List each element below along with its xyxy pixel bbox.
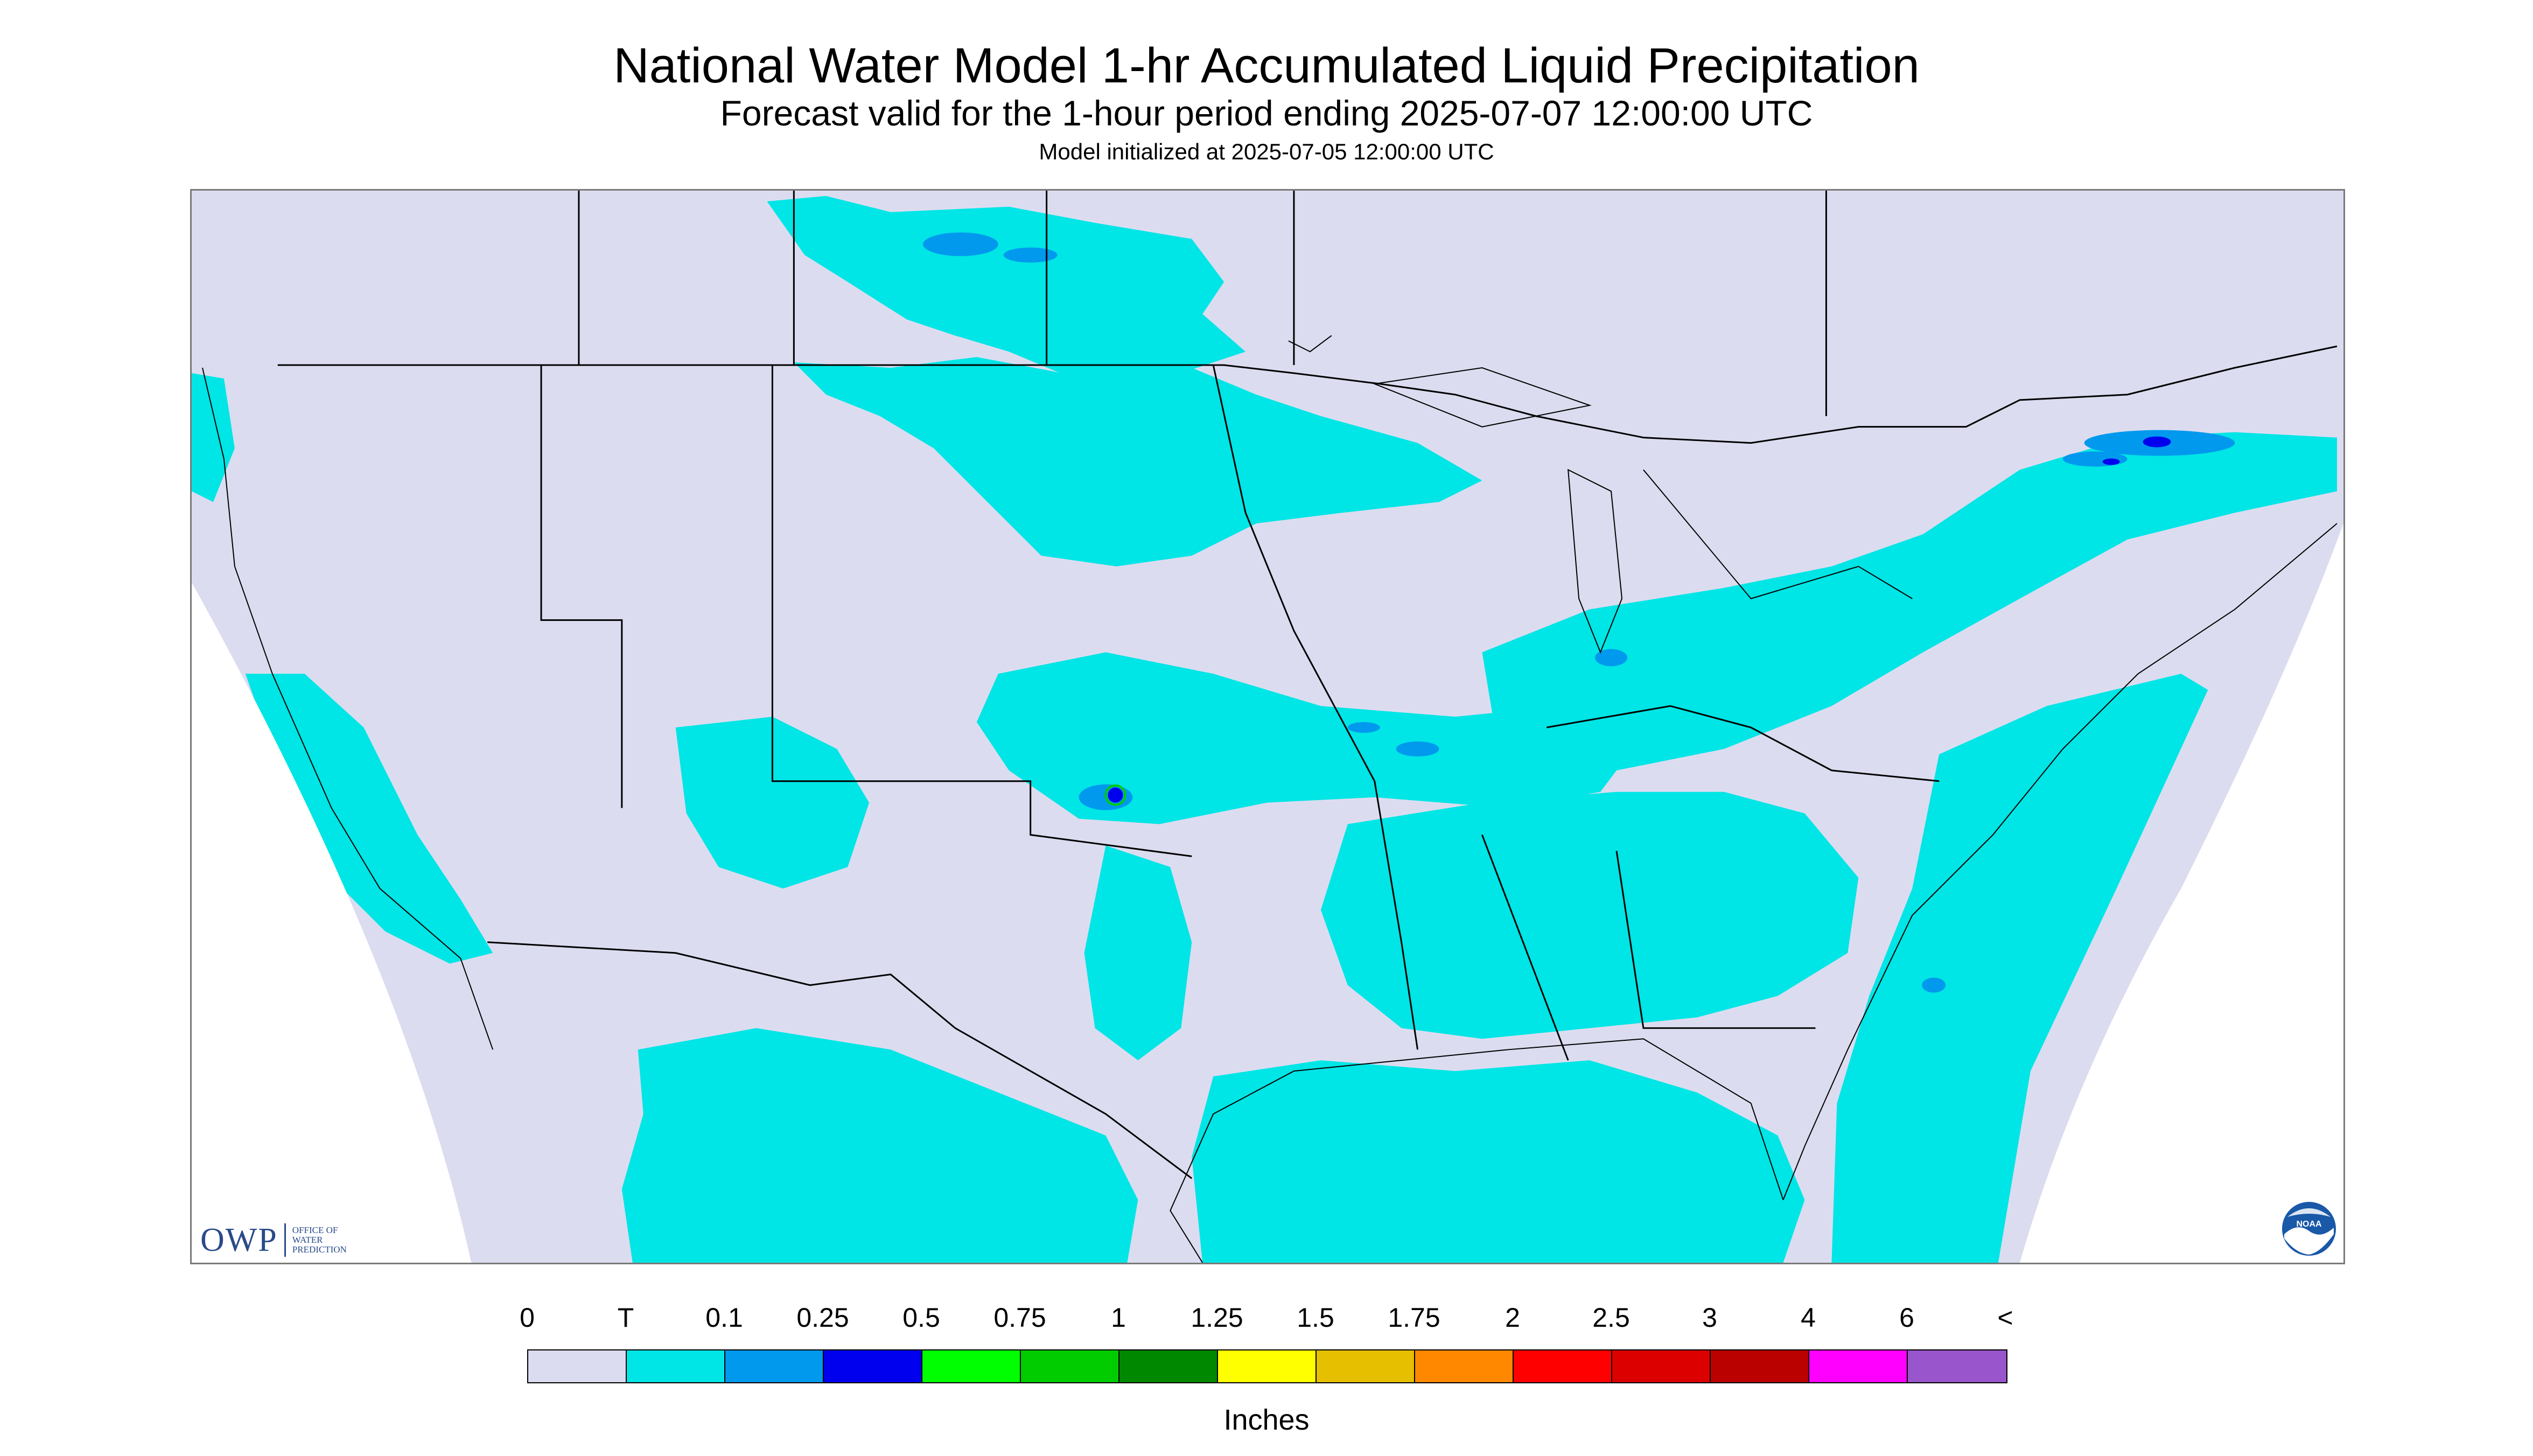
precip-spot-quebec-max <box>2143 436 2171 447</box>
state-border-rockies <box>540 365 623 808</box>
canada-provinces <box>578 191 1827 416</box>
pacific-coastline <box>201 367 494 1050</box>
precipitation-map <box>190 189 2345 1264</box>
legend-swatch <box>1514 1350 1612 1382</box>
precip-spot-quebec-max-2 <box>2102 458 2120 465</box>
precip-spot-quebec-2 <box>2062 451 2128 467</box>
model-init-line: Model initialized at 2025-07-05 12:00:00… <box>1039 139 1494 164</box>
forecast-valid-subtitle: Forecast valid for the 1-hour period end… <box>720 93 1813 133</box>
legend-swatch <box>725 1350 824 1382</box>
precip-area-southwest <box>675 717 870 889</box>
precip-spot-illinois <box>1396 741 1439 757</box>
map-title: National Water Model 1-hr Accumulated Li… <box>613 38 1920 93</box>
owp-logo-divider <box>284 1223 286 1257</box>
precip-area-california-coast <box>245 674 493 964</box>
map-canvas <box>192 191 2343 1263</box>
noaa-logo: NOAA <box>2282 1202 2336 1256</box>
legend-swatch <box>1119 1350 1218 1382</box>
legend-tick-label: 0 <box>520 1303 535 1333</box>
state-border-ohio <box>1546 705 1940 782</box>
legend-tick-label: 0.75 <box>993 1303 1046 1333</box>
precip-spot-indiana <box>1595 649 1627 667</box>
legend-tick-label: 4 <box>1801 1303 1816 1333</box>
hudson-bay-shore <box>1288 335 1332 353</box>
legend-units-label: Inches <box>1223 1404 1310 1436</box>
legend-swatch <box>1612 1350 1711 1382</box>
us-mexico-border <box>487 941 1193 1179</box>
legend-tick-label: 1.25 <box>1191 1303 1243 1333</box>
precip-area-canada-prairies <box>767 195 1246 384</box>
precip-max-marker <box>1104 784 1126 806</box>
legend-tick-label: 1.5 <box>1297 1303 1334 1333</box>
legend-tick-label: 2 <box>1505 1303 1520 1333</box>
trace-precip-layer <box>192 195 2338 1263</box>
lake-huron-erie <box>1643 469 1913 599</box>
legend-tick-label: 0.5 <box>902 1303 940 1333</box>
owp-logo: OWP OFFICE OF WATER PREDICTION <box>200 1221 357 1259</box>
legend-swatch <box>824 1350 922 1382</box>
precip-area-southern-plains <box>1084 845 1192 1061</box>
legend-swatch <box>1711 1350 1809 1382</box>
legend-swatch <box>627 1350 725 1382</box>
legend-tick-label: T <box>617 1303 634 1333</box>
legend-swatch <box>1415 1350 1514 1382</box>
precip-spot-oklahoma-max <box>1108 787 1123 803</box>
legend-tick-label: 1 <box>1111 1303 1126 1333</box>
legend-color-bar <box>527 1349 2007 1383</box>
legend-tick-label: 0.1 <box>705 1303 743 1333</box>
owp-logo-mark: OWP <box>200 1221 278 1258</box>
legend-tick-label: 1.75 <box>1388 1303 1440 1333</box>
legend-tick-label: 2.5 <box>1592 1303 1630 1333</box>
outside-domain-right <box>2019 523 2343 1263</box>
precip-area-southeast <box>1320 792 1859 1039</box>
noaa-logo-text: NOAA <box>2296 1220 2322 1229</box>
state-border-mississippi <box>1212 365 1419 1050</box>
coastlines <box>201 335 2338 1263</box>
precip-spot-atlantic <box>1922 977 1946 993</box>
precip-area-pacific-northwest <box>192 373 235 502</box>
moderate-precip-layer <box>1108 436 2171 803</box>
owp-logo-name: OFFICE OF WATER PREDICTION <box>292 1225 347 1255</box>
state-border-plains <box>771 365 1192 857</box>
legend-swatch <box>1809 1350 1908 1382</box>
precip-spot-missouri <box>1347 722 1380 733</box>
legend-tick-label: 0.25 <box>796 1303 849 1333</box>
precip-spot-manitoba-2 <box>1003 247 1058 263</box>
legend-swatch <box>1021 1350 1119 1382</box>
gulf-coastline <box>1170 1038 1784 1263</box>
outside-domain-left <box>192 582 472 1263</box>
lake-michigan <box>1568 468 1623 654</box>
legend-tick-labels: 0 T 0.1 0.25 0.5 0.75 1 1.25 1.5 1.75 2 2.5 3 4 6 < <box>0 1302 2533 1334</box>
legend-tick-label: < <box>1997 1303 2013 1333</box>
us-canada-border <box>277 345 2338 444</box>
precip-area-ohio-valley-greatlakes <box>1482 432 2338 771</box>
legend-tick-label: 6 <box>1899 1303 1914 1333</box>
political-borders <box>277 191 2338 1179</box>
precip-spot-manitoba <box>922 232 998 256</box>
atlantic-coastline <box>1782 523 2338 1200</box>
precip-area-atlantic-offshore <box>1831 674 2208 1263</box>
precip-area-gulf-of-mexico <box>1192 1060 1805 1263</box>
precip-area-mexico <box>621 1028 1138 1263</box>
precip-area-dakotas-minnesota <box>794 357 1482 566</box>
legend-tick-label: 3 <box>1702 1303 1717 1333</box>
legend-swatch <box>528 1350 627 1382</box>
lake-superior <box>1372 367 1592 428</box>
legend-swatch <box>1317 1350 1415 1382</box>
precip-area-central-plains <box>976 652 1633 824</box>
legend-swatch <box>1218 1350 1317 1382</box>
state-border-southeast <box>1481 834 1816 1061</box>
legend-swatch <box>922 1350 1021 1382</box>
legend-swatch <box>1908 1350 2006 1382</box>
